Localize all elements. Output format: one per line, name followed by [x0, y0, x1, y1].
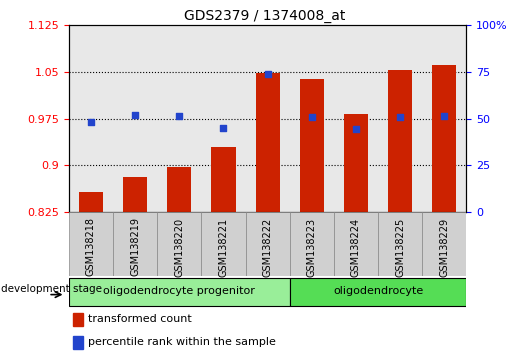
Text: GSM138224: GSM138224 — [351, 217, 361, 276]
Point — [440, 113, 448, 119]
Bar — [123, 177, 147, 212]
FancyBboxPatch shape — [245, 212, 290, 276]
Point — [219, 125, 228, 131]
FancyBboxPatch shape — [378, 212, 422, 276]
Bar — [113, 25, 157, 212]
Bar — [255, 73, 280, 212]
FancyBboxPatch shape — [422, 212, 466, 276]
Bar — [157, 25, 201, 212]
FancyBboxPatch shape — [113, 212, 157, 276]
Bar — [432, 65, 456, 212]
Text: development stage: development stage — [2, 284, 102, 294]
Bar — [378, 25, 422, 212]
FancyBboxPatch shape — [290, 212, 334, 276]
Point — [175, 113, 183, 119]
Text: GSM138225: GSM138225 — [395, 217, 405, 277]
FancyBboxPatch shape — [201, 212, 245, 276]
FancyBboxPatch shape — [69, 278, 290, 306]
Bar — [388, 70, 412, 212]
Bar — [245, 25, 290, 212]
Text: GSM138219: GSM138219 — [130, 217, 140, 276]
Text: GSM138222: GSM138222 — [263, 217, 272, 277]
Bar — [79, 192, 103, 212]
Text: GSM138220: GSM138220 — [174, 217, 184, 276]
Bar — [167, 167, 191, 212]
FancyBboxPatch shape — [157, 212, 201, 276]
FancyBboxPatch shape — [334, 212, 378, 276]
Bar — [73, 336, 83, 349]
Point — [352, 126, 360, 132]
Text: transformed count: transformed count — [88, 314, 192, 324]
Text: oligodendrocyte progenitor: oligodendrocyte progenitor — [103, 286, 255, 296]
Text: GSM138218: GSM138218 — [86, 217, 96, 276]
FancyBboxPatch shape — [290, 278, 466, 306]
Bar — [69, 25, 113, 212]
Bar — [299, 79, 324, 212]
Bar — [201, 25, 245, 212]
Point — [307, 114, 316, 120]
Point — [396, 114, 404, 120]
Bar — [290, 25, 334, 212]
Text: GSM138221: GSM138221 — [218, 217, 228, 276]
Bar — [73, 313, 83, 326]
Text: oligodendrocyte: oligodendrocyte — [333, 286, 423, 296]
Text: GSM138229: GSM138229 — [439, 217, 449, 276]
Text: GSM138223: GSM138223 — [307, 217, 317, 276]
Bar — [422, 25, 466, 212]
Text: GDS2379 / 1374008_at: GDS2379 / 1374008_at — [184, 9, 346, 23]
Point — [87, 119, 95, 125]
Bar — [344, 114, 368, 212]
Bar — [334, 25, 378, 212]
Point — [131, 113, 139, 118]
Bar — [211, 147, 236, 212]
Text: percentile rank within the sample: percentile rank within the sample — [88, 337, 276, 347]
Point — [263, 71, 272, 76]
FancyBboxPatch shape — [69, 212, 113, 276]
